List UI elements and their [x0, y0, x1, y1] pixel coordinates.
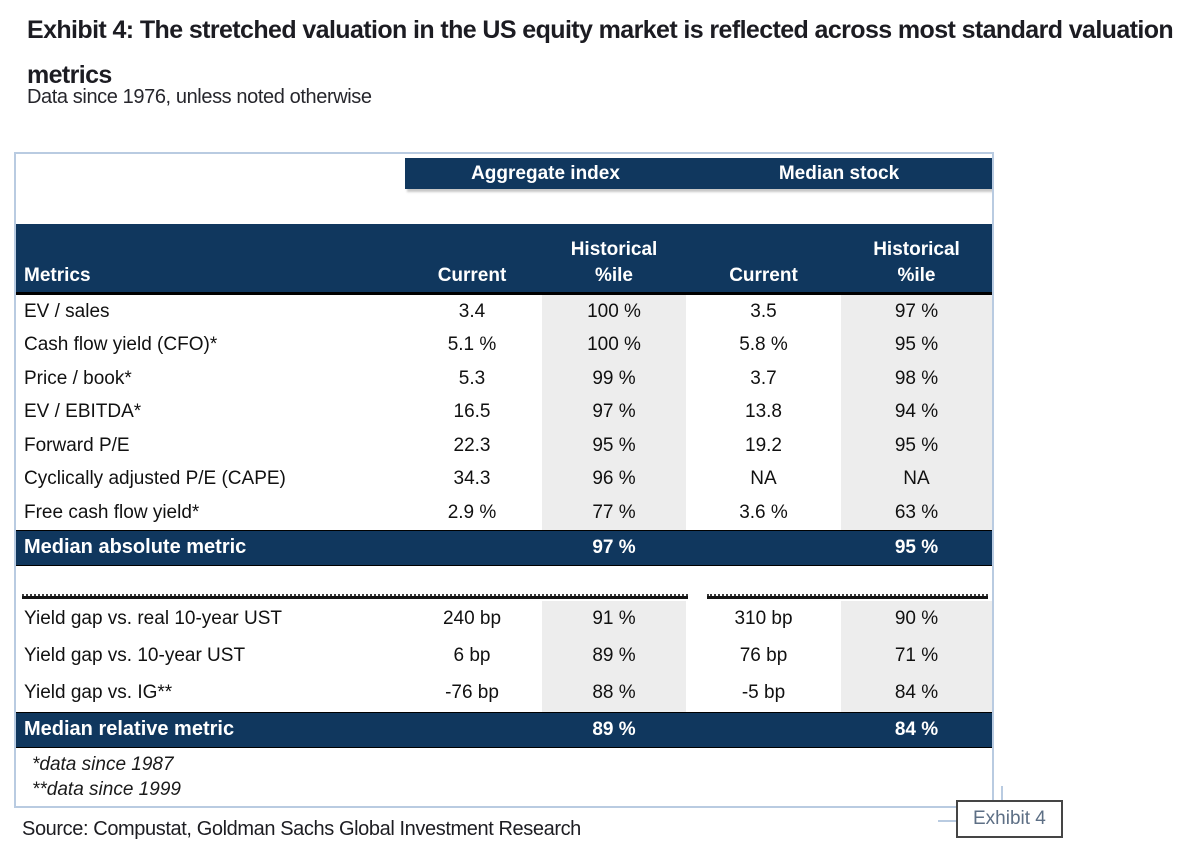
exhibit-title: Exhibit 4: The stretched valuation in th… — [27, 8, 1200, 98]
cell-agg-percentile: 95 % — [542, 429, 686, 463]
cell-metric: Free cash flow yield* — [24, 501, 200, 523]
cell-median-label: Median relative metric — [24, 718, 235, 740]
table-row-ev-sales: EV / sales 3.4 100 % 3.5 97 % — [16, 295, 992, 329]
cell-median-label: Median absolute metric — [24, 536, 247, 558]
cell-agg-percentile: 88 % — [542, 674, 686, 712]
cell-med-percentile: 63 % — [841, 496, 992, 530]
exhibit-subtitle: Data since 1976, unless noted otherwise — [27, 86, 372, 108]
cell-metric: EV / EBITDA* — [24, 401, 142, 423]
header-agg-current: Current — [437, 265, 507, 286]
cell-agg-percentile: 89 % — [592, 718, 636, 740]
cell-med-current: NA — [750, 468, 777, 490]
cell-agg-percentile: 97 % — [542, 395, 686, 429]
cell-med-percentile: 84 % — [841, 674, 992, 712]
cell-agg-current: 3.4 — [458, 300, 486, 322]
table-row-cash-flow-yield: Cash flow yield (CFO)* 5.1 % 100 % 5.8 %… — [16, 328, 992, 362]
cell-agg-percentile: 91 % — [542, 600, 686, 638]
cell-metric: Cash flow yield (CFO)* — [24, 334, 218, 356]
header-med-historical-percentile: Historical %ile — [873, 239, 960, 286]
cell-metric: EV / sales — [24, 300, 110, 322]
table-row-price-book: Price / book* 5.3 99 % 3.7 98 % — [16, 362, 992, 396]
cell-agg-percentile: 100 % — [542, 328, 686, 362]
cell-metric: Cyclically adjusted P/E (CAPE) — [24, 468, 286, 490]
cell-med-percentile: 84 % — [894, 718, 939, 740]
footnote-double-asterisk: **data since 1999 — [32, 778, 181, 800]
cell-agg-percentile: 77 % — [542, 496, 686, 530]
exhibit-badge: Exhibit 4 — [956, 800, 1063, 838]
table-row-ev-ebitda: EV / EBITDA* 16.5 97 % 13.8 94 % — [16, 395, 992, 429]
cell-med-percentile: 95 % — [841, 328, 992, 362]
cell-agg-percentile: 96 % — [542, 462, 686, 496]
cell-med-current: 3.6 % — [739, 501, 788, 523]
cell-med-current: 13.8 — [745, 401, 782, 423]
table-footnotes: *data since 1987 **data since 1999 — [16, 748, 992, 802]
cell-agg-current: 5.3 — [458, 367, 486, 389]
cell-med-percentile: 98 % — [841, 362, 992, 396]
chart-frame-fragment-horizontal — [938, 820, 956, 822]
cell-metric: Forward P/E — [24, 434, 130, 456]
cell-med-current: 3.7 — [750, 367, 777, 389]
cell-med-percentile: NA — [841, 462, 992, 496]
cell-agg-percentile: 99 % — [542, 362, 686, 396]
median-relative-metric-row: Median relative metric 89 % 84 % — [16, 711, 992, 748]
cell-med-current: 3.5 — [750, 300, 777, 322]
cell-med-current: 5.8 % — [739, 334, 788, 356]
cell-med-current: 76 bp — [739, 645, 788, 666]
section-divider — [16, 592, 992, 601]
cell-agg-current: 5.1 % — [447, 334, 497, 356]
cell-agg-percentile: 89 % — [542, 637, 686, 675]
cell-agg-current: 22.3 — [453, 434, 491, 456]
cell-med-current: -5 bp — [741, 682, 786, 703]
cell-spacer — [686, 531, 841, 565]
cell-med-percentile: 95 % — [894, 536, 939, 558]
cell-spacer — [686, 713, 841, 747]
table-row-yield-gap-real-ust: Yield gap vs. real 10-year UST 240 bp 91… — [16, 600, 992, 638]
exhibit-title-line2: metrics — [27, 61, 112, 89]
column-header-row: Metrics Current Historical %ile Current H… — [16, 224, 992, 292]
section-divider-right — [707, 593, 988, 599]
cell-metric: Yield gap vs. IG** — [24, 682, 173, 703]
cell-metric: Price / book* — [24, 367, 132, 389]
footnote-asterisk: *data since 1987 — [32, 753, 174, 775]
cell-metric: Yield gap vs. real 10-year UST — [24, 608, 283, 629]
valuation-metrics-table: Aggregate index Median stock Metrics Cur… — [14, 152, 994, 808]
header-agg-historical-percentile: Historical %ile — [570, 239, 658, 286]
group-header-bar: Aggregate index Median stock — [405, 158, 992, 189]
section-divider-left — [22, 593, 688, 599]
table-row-forward-pe: Forward P/E 22.3 95 % 19.2 95 % — [16, 429, 992, 463]
cell-med-percentile: 71 % — [841, 637, 992, 675]
cell-agg-percentile: 100 % — [542, 295, 686, 329]
median-absolute-metric-row: Median absolute metric 97 % 95 % — [16, 529, 992, 566]
cell-agg-percentile: 97 % — [592, 536, 636, 558]
group-header-median-stock: Median stock — [778, 162, 900, 184]
section-gap — [16, 565, 992, 592]
cell-med-percentile: 90 % — [841, 600, 992, 638]
table-row-cape: Cyclically adjusted P/E (CAPE) 34.3 96 %… — [16, 462, 992, 496]
cell-agg-current: 6 bp — [453, 645, 491, 666]
cell-med-percentile: 95 % — [841, 429, 992, 463]
cell-med-current: 19.2 — [745, 434, 782, 456]
cell-agg-current: 16.5 — [453, 401, 491, 423]
cell-med-current: 310 bp — [734, 608, 793, 629]
table-row-yield-gap-ig: Yield gap vs. IG** -76 bp 88 % -5 bp 84 … — [16, 674, 992, 712]
table-row-yield-gap-ust: Yield gap vs. 10-year UST 6 bp 89 % 76 b… — [16, 637, 992, 675]
source-line: Source: Compustat, Goldman Sachs Global … — [22, 818, 581, 840]
cell-agg-current: 2.9 % — [447, 501, 497, 523]
header-divider — [16, 292, 992, 295]
cell-metric: Yield gap vs. 10-year UST — [24, 645, 246, 666]
exhibit-title-line1: Exhibit 4: The stretched valuation in th… — [27, 16, 1174, 44]
header-metrics: Metrics — [24, 265, 91, 286]
table-row-free-cash-flow-yield: Free cash flow yield* 2.9 % 77 % 3.6 % 6… — [16, 496, 992, 530]
header-med-current: Current — [729, 265, 798, 286]
cell-agg-current: 240 bp — [442, 608, 502, 629]
cell-agg-current: -76 bp — [445, 682, 499, 703]
cell-agg-current: 34.3 — [453, 468, 491, 490]
cell-med-percentile: 97 % — [841, 295, 992, 329]
cell-med-percentile: 94 % — [841, 395, 992, 429]
chart-frame-fragment-vertical — [1001, 786, 1003, 801]
group-header-aggregate-index: Aggregate index — [471, 162, 620, 184]
